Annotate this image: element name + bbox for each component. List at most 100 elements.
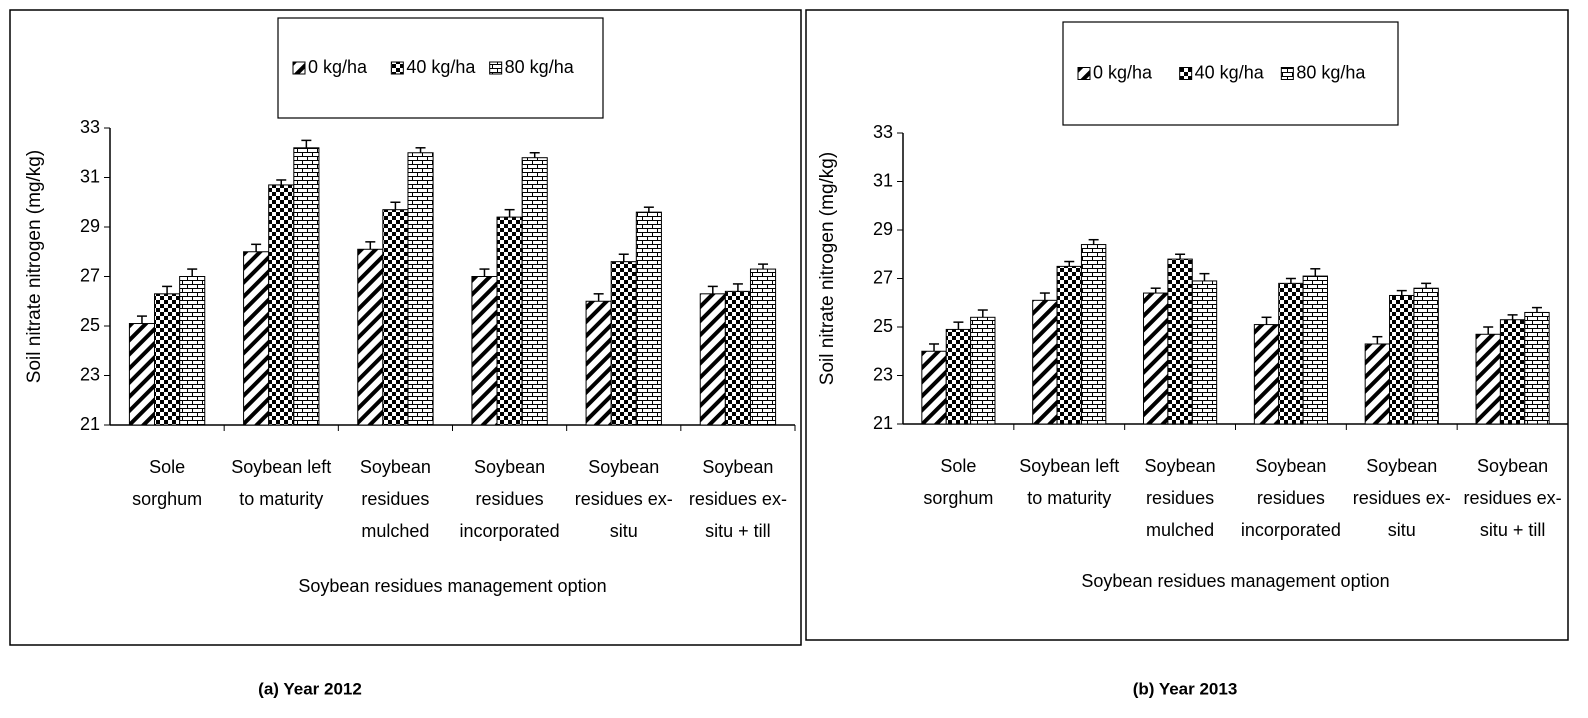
x-tick-label: Soybean left: [231, 457, 331, 477]
bar: [407, 152, 434, 426]
x-tick-label: Soybean: [1477, 456, 1548, 476]
x-tick-label: residues ex-: [1464, 488, 1562, 508]
x-tick-label: Soybean: [1366, 456, 1437, 476]
y-tick-label: 23: [80, 364, 100, 384]
x-tick-label: Soybean: [702, 457, 773, 477]
legend-label: 40 kg/ha: [406, 57, 476, 77]
bar: [1143, 292, 1169, 425]
y-tick-label: 33: [873, 122, 893, 142]
y-axis-label: Soil nitrate nitrogen (mg/kg): [24, 150, 45, 383]
x-tick-label: incorporated: [1241, 520, 1341, 540]
bar: [128, 323, 156, 426]
bar: [585, 300, 612, 426]
x-tick-label: incorporated: [460, 521, 560, 541]
x-tick-label: Soybean: [360, 457, 431, 477]
legend-swatch: [1280, 67, 1294, 80]
bar: [1080, 244, 1107, 425]
bar: [243, 251, 270, 426]
legend-label: 0 kg/ha: [308, 57, 368, 77]
x-tick-label: mulched: [361, 521, 429, 541]
bar: [1389, 294, 1415, 425]
legend-label: 80 kg/ha: [1296, 62, 1366, 82]
x-tick-label: situ: [1388, 520, 1416, 540]
bar: [1191, 280, 1218, 425]
panel-frame: [805, 9, 1569, 641]
x-tick-label: Soybean left: [1019, 456, 1119, 476]
bar: [635, 211, 662, 426]
bar: [382, 209, 409, 426]
x-tick-label: situ + till: [1480, 520, 1546, 540]
bar: [1524, 311, 1550, 425]
x-tick-label: situ + till: [705, 521, 771, 541]
y-tick-label: 27: [873, 267, 893, 287]
x-tick-label: Sole: [940, 456, 976, 476]
bar: [1253, 324, 1280, 425]
bar: [724, 290, 751, 426]
y-tick-label: 23: [873, 364, 893, 384]
y-tick-label: 31: [80, 166, 100, 186]
x-tick-label: Sole: [149, 457, 185, 477]
x-tick-label: to maturity: [1027, 488, 1111, 508]
y-tick-label: 27: [80, 265, 100, 285]
bar: [921, 350, 947, 425]
legend-label: 40 kg/ha: [1195, 62, 1265, 82]
bar: [1499, 319, 1526, 425]
bar: [749, 268, 777, 426]
legend-label: 0 kg/ha: [1093, 62, 1153, 82]
bar: [970, 316, 996, 425]
y-tick-label: 25: [80, 315, 100, 335]
legend-label: 80 kg/ha: [505, 57, 575, 77]
y-tick-label: 25: [873, 316, 893, 336]
y-axis-label: Soil nitrate nitrogen (mg/kg): [817, 152, 838, 385]
legend-box: [277, 17, 604, 119]
bar: [610, 261, 637, 426]
bar: [1056, 265, 1082, 425]
legend-swatch: [489, 61, 503, 75]
x-tick-label: residues ex-: [1353, 488, 1451, 508]
caption: (a) Year 2012: [258, 679, 362, 698]
bar: [1032, 299, 1058, 425]
bar: [268, 184, 295, 426]
legend-swatch: [390, 61, 404, 75]
y-tick-label: 29: [873, 219, 893, 239]
bar: [179, 276, 206, 426]
x-tick-label: to maturity: [239, 489, 323, 509]
bar: [496, 216, 523, 426]
x-tick-label: mulched: [1146, 520, 1214, 540]
legend-swatch: [292, 61, 306, 75]
x-tick-label: situ: [610, 521, 638, 541]
x-tick-label: residues ex-: [575, 489, 673, 509]
x-tick-label: Soybean: [1145, 456, 1216, 476]
bar: [1475, 333, 1501, 425]
bar: [471, 276, 498, 426]
y-tick-label: 21: [80, 414, 100, 434]
x-tick-label: residues: [1146, 488, 1214, 508]
x-tick-label: residues ex-: [689, 489, 787, 509]
bar: [357, 248, 384, 426]
x-tick-label: sorghum: [132, 489, 202, 509]
x-axis-label: Soybean residues management option: [1081, 571, 1389, 591]
y-tick-label: 29: [80, 216, 100, 236]
bar: [1413, 287, 1439, 425]
bar: [154, 293, 181, 426]
y-tick-label: 21: [873, 413, 893, 433]
x-tick-label: Soybean: [474, 457, 545, 477]
x-tick-label: residues: [476, 489, 544, 509]
bar: [699, 293, 726, 426]
bar: [945, 328, 972, 425]
x-tick-label: sorghum: [923, 488, 993, 508]
bar: [1364, 343, 1391, 425]
panel-frame: [9, 9, 802, 646]
x-axis-label: Soybean residues management option: [298, 576, 606, 596]
legend-box: [1062, 21, 1399, 126]
bar: [1278, 282, 1304, 425]
x-tick-label: Soybean: [1255, 456, 1326, 476]
caption: (b) Year 2013: [1133, 679, 1238, 698]
x-tick-label: residues: [361, 489, 429, 509]
bar: [1302, 275, 1328, 425]
bar: [521, 157, 548, 426]
legend-swatch: [1179, 67, 1193, 80]
legend-swatch: [1077, 67, 1091, 80]
y-tick-label: 31: [873, 170, 893, 190]
